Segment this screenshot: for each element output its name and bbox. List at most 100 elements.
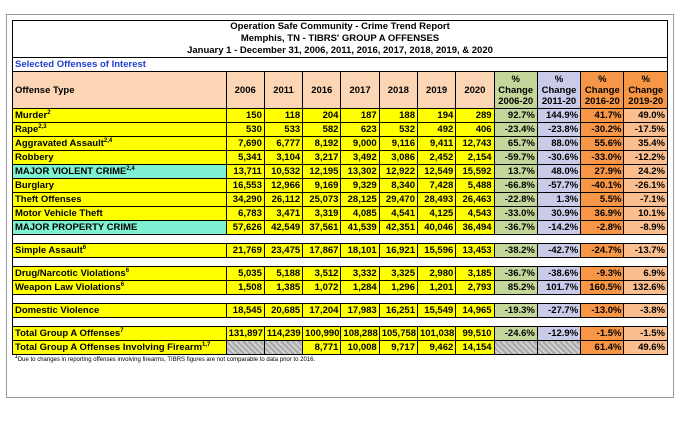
- offense-name: Weapon Law Violations: [15, 281, 121, 293]
- change-cell: -27.7%: [536, 303, 582, 318]
- change-cell: -12.2%: [623, 150, 668, 165]
- count-cell: 29,470: [378, 192, 418, 207]
- column-header: Offense Type: [12, 71, 227, 109]
- count-cell: 150: [225, 108, 265, 123]
- count-cell: 131,897: [225, 326, 265, 341]
- offense-row: MAJOR VIOLENT CRIME2,4 13,711 10,532 12,195…: [12, 164, 668, 179]
- count-cell: 37,561: [302, 220, 342, 235]
- count-cell: 3,512: [302, 266, 342, 281]
- count-cell: 4,125: [416, 206, 457, 221]
- change-cell: -3.8%: [623, 303, 668, 318]
- offense-row: Murder2 150 118 204 187 188 194 289 92.7% 144.9% 4…: [12, 108, 668, 123]
- count-cell: 41,539: [340, 220, 380, 235]
- count-cell: 23,475: [263, 243, 304, 258]
- count-cell: 533: [263, 122, 304, 137]
- change-cell: 41.7%: [580, 108, 625, 123]
- count-cell: 6,777: [263, 136, 304, 151]
- change-cell: -26.1%: [623, 178, 668, 193]
- count-cell: 20,685: [263, 303, 304, 318]
- count-cell: [225, 340, 265, 355]
- change-cell: -33.0%: [493, 206, 538, 221]
- offense-row: Simple Assault6 21,769 23,475 17,867 18,101 1…: [12, 243, 668, 258]
- title-row: Operation Safe Community - Crime Trend R…: [12, 20, 668, 33]
- offense-cell: MAJOR PROPERTY CRIME: [12, 220, 227, 235]
- change-cell: 30.9%: [536, 206, 582, 221]
- footnote-ref: 1,7: [202, 341, 211, 348]
- count-cell: 18,545: [225, 303, 265, 318]
- change-cell: -23.8%: [536, 122, 582, 137]
- count-cell: 28,125: [340, 192, 380, 207]
- footnote: 1Due to changes in reporting offenses in…: [12, 354, 668, 364]
- footnote-mark: 1: [14, 354, 18, 360]
- count-cell: 26,112: [263, 192, 304, 207]
- count-cell: 17,204: [302, 303, 342, 318]
- count-cell: 1,508: [225, 280, 265, 295]
- offense-row: Robbery 5,341 3,104 3,217 3,492 3,086 2,452 2,1…: [12, 150, 668, 165]
- offense-name: Motor Vehicle Theft: [15, 207, 103, 219]
- count-cell: 100,990: [302, 326, 342, 341]
- count-cell: 1,385: [263, 280, 304, 295]
- count-cell: 5,035: [225, 266, 265, 281]
- count-cell: 34,290: [225, 192, 265, 207]
- report-frame: [6, 14, 674, 398]
- spacer-row: [12, 257, 668, 267]
- footnote-ref: 6: [82, 244, 87, 251]
- section-label: Selected Offenses of Interest: [12, 57, 668, 72]
- footnote-ref: 2,4: [103, 137, 113, 144]
- count-cell: 9,462: [416, 340, 457, 355]
- count-cell: 9,169: [302, 178, 342, 193]
- count-cell: 194: [416, 108, 457, 123]
- count-cell: 9,717: [378, 340, 418, 355]
- change-cell: -57.7%: [536, 178, 582, 193]
- change-cell: -24.7%: [580, 243, 625, 258]
- count-cell: 17,867: [302, 243, 342, 258]
- spacer-row: [12, 294, 668, 304]
- change-cell: -66.8%: [493, 178, 538, 193]
- change-cell: -33.0%: [580, 150, 625, 165]
- change-cell: 24.2%: [623, 164, 668, 179]
- count-cell: 13,302: [340, 164, 380, 179]
- change-cell: -1.5%: [623, 326, 668, 341]
- spacer-cell: [12, 234, 668, 244]
- count-cell: 26,463: [455, 192, 495, 207]
- footnote-ref: 6: [120, 281, 125, 288]
- count-cell: 7,690: [225, 136, 265, 151]
- offense-cell: Burglary: [12, 178, 227, 193]
- crime-table: Operation Safe Community - Crime Trend R…: [12, 20, 668, 364]
- offense-row: Aggravated Assault2,4 7,690 6,777 8,192 9,00…: [12, 136, 668, 151]
- spacer-row: [12, 234, 668, 244]
- count-cell: 16,921: [378, 243, 418, 258]
- count-cell: 15,596: [416, 243, 457, 258]
- offense-row: Burglary 16,553 12,966 9,169 9,329 8,340 7,428…: [12, 178, 668, 193]
- change-cell: 27.9%: [580, 164, 625, 179]
- change-header: % Change 2006-20: [493, 71, 538, 109]
- offense-cell: Motor Vehicle Theft: [12, 206, 227, 221]
- spacer-cell: [12, 317, 668, 327]
- table-body: Operation Safe Community - Crime Trend R…: [12, 20, 668, 364]
- count-cell: 118: [263, 108, 304, 123]
- count-cell: 406: [455, 122, 495, 137]
- count-cell: 10,532: [263, 164, 304, 179]
- count-cell: 8,192: [302, 136, 342, 151]
- column-header: 2016: [302, 71, 342, 109]
- change-cell: 49.0%: [623, 108, 668, 123]
- change-header: % Change 2019-20: [623, 71, 668, 109]
- count-cell: 289: [455, 108, 495, 123]
- count-cell: 1,201: [416, 280, 457, 295]
- count-cell: 188: [378, 108, 418, 123]
- date-row: January 1 - December 31, 2006, 2011, 201…: [12, 45, 668, 58]
- offense-cell: Total Group A Offenses Involving Firearm…: [12, 340, 227, 355]
- count-cell: 2,980: [416, 266, 457, 281]
- count-cell: 492: [416, 122, 457, 137]
- offense-name: MAJOR PROPERTY CRIME: [15, 221, 138, 233]
- count-cell: 5,188: [263, 266, 304, 281]
- offense-row: Total Group A Offenses Involving Firearm…: [12, 340, 668, 355]
- count-cell: 25,073: [302, 192, 342, 207]
- offense-name: Drug/Narcotic Violations: [15, 267, 126, 279]
- count-cell: 2,793: [455, 280, 495, 295]
- change-cell: -19.3%: [493, 303, 538, 318]
- count-cell: 4,085: [340, 206, 380, 221]
- count-cell: 57,626: [225, 220, 265, 235]
- count-cell: 5,341: [225, 150, 265, 165]
